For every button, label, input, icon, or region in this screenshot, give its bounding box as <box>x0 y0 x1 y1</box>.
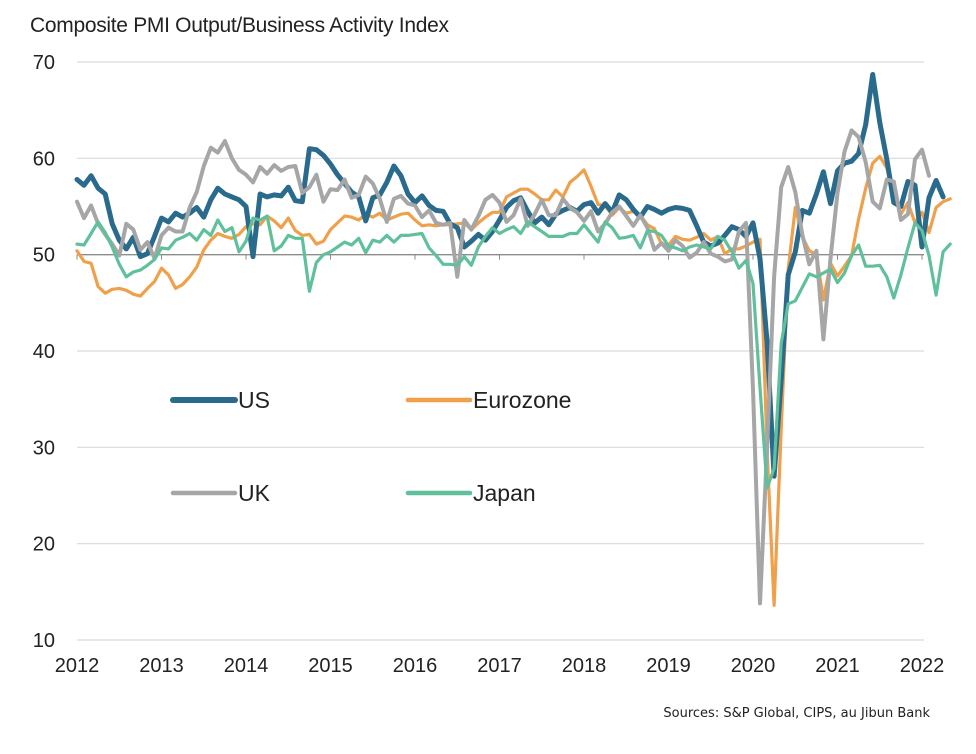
legend-item-eurozone: Eurozone <box>405 387 571 413</box>
x-tick-label: 2020 <box>731 655 776 677</box>
series-line-us <box>74 72 946 479</box>
x-tick-label: 2021 <box>815 655 860 677</box>
gridlines <box>77 61 924 641</box>
legend-item-uk: UK <box>170 480 271 506</box>
y-tick-label: 40 <box>33 341 55 363</box>
series-line-japan <box>75 214 952 490</box>
x-tick-label: 2017 <box>477 655 522 677</box>
legend-label: US <box>238 387 270 413</box>
x-tick-label: 2018 <box>562 655 607 677</box>
y-tick-label: 60 <box>33 148 55 170</box>
legend-item-japan: Japan <box>405 480 536 506</box>
x-tick-label: 2019 <box>646 655 691 677</box>
x-axis-ticks: 2012 2013 2014 2015 2016 2017 2018 2019 2020 2021… <box>55 254 945 677</box>
y-tick-label: 70 <box>33 52 55 74</box>
y-axis-ticks: 70 60 50 40 30 20 10 <box>33 52 55 652</box>
chart-title: Composite PMI Output/Business Activity I… <box>30 14 449 37</box>
legend-label: UK <box>238 480 271 506</box>
x-tick-label: 2022 <box>900 655 945 677</box>
x-tick-label: 2016 <box>393 655 438 677</box>
x-tick-label: 2015 <box>308 655 353 677</box>
series-line-eurozone <box>75 154 952 607</box>
y-tick-label: 30 <box>33 437 55 459</box>
x-tick-label: 2013 <box>139 655 184 677</box>
series-line-uk <box>75 128 931 606</box>
legend-label: Japan <box>473 480 536 506</box>
legend-item-us: US <box>170 387 270 413</box>
series-lines <box>74 72 952 607</box>
y-tick-label: 10 <box>33 630 55 652</box>
y-tick-label: 50 <box>33 245 55 267</box>
x-tick-label: 2012 <box>55 655 100 677</box>
legend: US Eurozone UK Japan <box>170 387 571 506</box>
x-tick-label: 2014 <box>224 655 269 677</box>
y-tick-label: 20 <box>33 534 55 556</box>
legend-label: Eurozone <box>473 387 571 413</box>
source-note: Sources: S&P Global, CIPS, au Jibun Bank <box>663 706 930 721</box>
